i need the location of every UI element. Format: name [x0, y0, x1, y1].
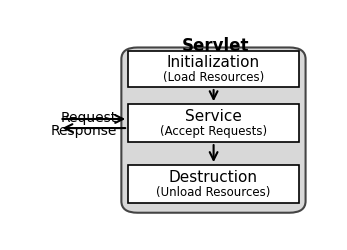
- Text: (Load Resources): (Load Resources): [163, 71, 264, 84]
- Text: Initialization: Initialization: [167, 55, 260, 70]
- FancyBboxPatch shape: [128, 52, 299, 88]
- FancyBboxPatch shape: [128, 105, 299, 142]
- Text: Destruction: Destruction: [169, 169, 258, 184]
- Text: (Unload Resources): (Unload Resources): [156, 185, 271, 198]
- Text: Response: Response: [51, 124, 117, 138]
- Text: Servlet: Servlet: [182, 37, 249, 55]
- FancyBboxPatch shape: [121, 48, 306, 213]
- Text: Request: Request: [61, 110, 117, 124]
- Text: (Accept Requests): (Accept Requests): [160, 125, 267, 138]
- FancyBboxPatch shape: [128, 166, 299, 203]
- Text: Service: Service: [185, 109, 242, 124]
